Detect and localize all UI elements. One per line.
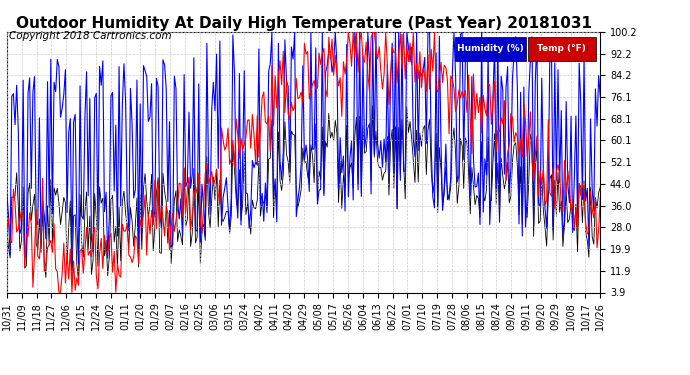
Text: Humidity (%): Humidity (%) xyxy=(457,44,524,53)
FancyBboxPatch shape xyxy=(455,37,526,60)
Text: Temp (°F): Temp (°F) xyxy=(538,44,586,53)
Title: Outdoor Humidity At Daily High Temperature (Past Year) 20181031: Outdoor Humidity At Daily High Temperatu… xyxy=(16,16,591,31)
FancyBboxPatch shape xyxy=(528,37,596,60)
Text: Copyright 2018 Cartronics.com: Copyright 2018 Cartronics.com xyxy=(9,32,172,41)
